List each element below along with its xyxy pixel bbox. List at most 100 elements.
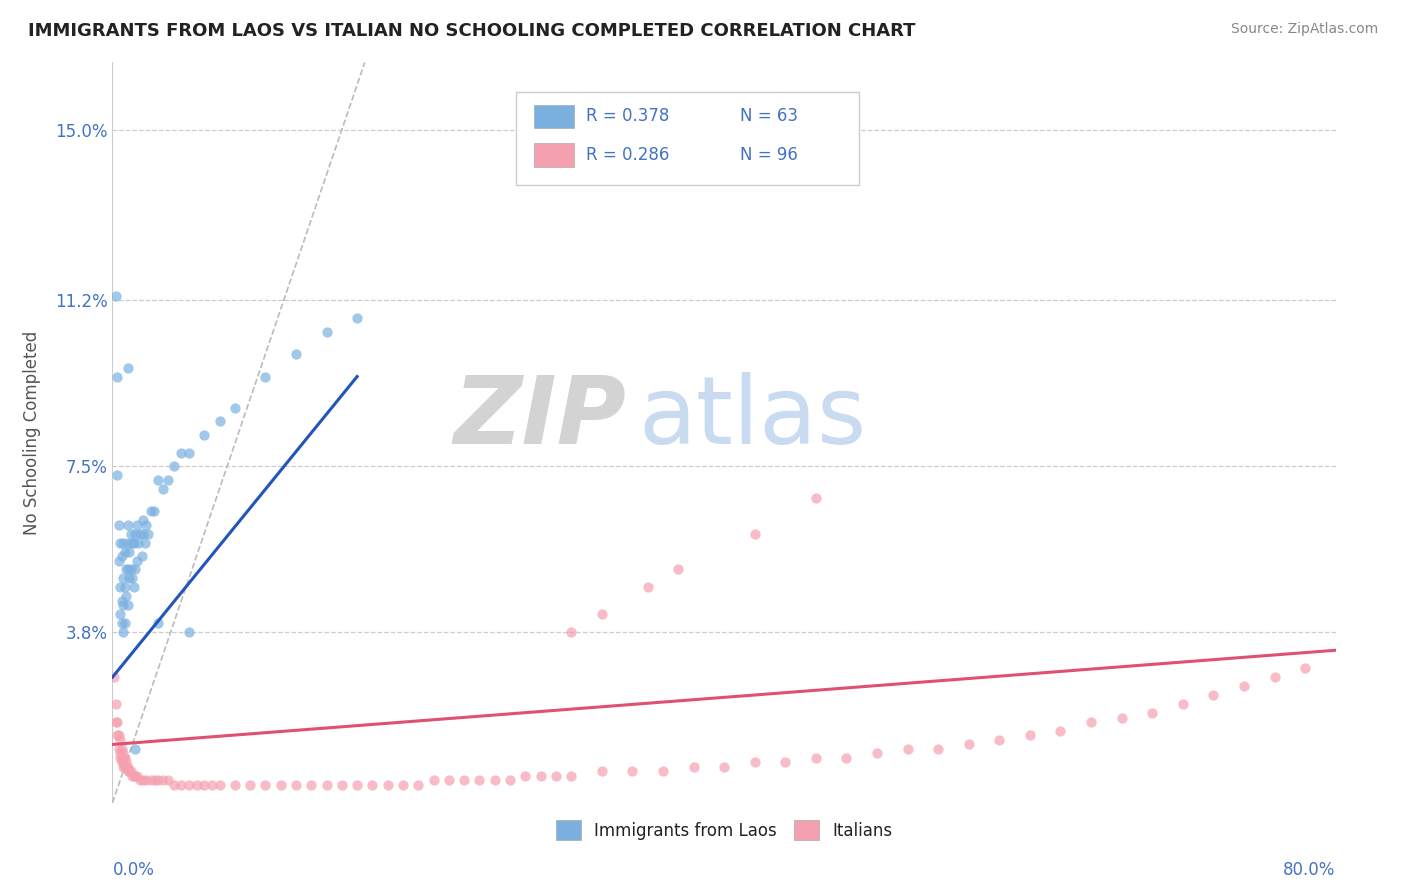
Point <box>114 616 136 631</box>
Point <box>117 535 139 549</box>
Point <box>118 544 141 558</box>
Point <box>134 535 156 549</box>
Point <box>224 401 246 415</box>
Point <box>163 459 186 474</box>
Point <box>120 764 142 779</box>
Point <box>132 773 155 788</box>
Point <box>111 616 134 631</box>
Point <box>270 778 292 792</box>
Point <box>122 769 145 783</box>
Y-axis label: No Schooling Completed: No Schooling Completed <box>22 331 41 534</box>
Point <box>177 446 200 460</box>
FancyBboxPatch shape <box>534 143 574 167</box>
Point <box>1142 706 1164 720</box>
Point <box>1018 729 1040 743</box>
Point <box>114 760 136 774</box>
Point <box>177 625 200 640</box>
Point <box>315 778 337 792</box>
Point <box>114 751 136 765</box>
Point <box>125 769 148 783</box>
Point <box>408 778 430 792</box>
Point <box>135 773 157 788</box>
Point <box>136 526 159 541</box>
Text: IMMIGRANTS FROM LAOS VS ITALIAN NO SCHOOLING COMPLETED CORRELATION CHART: IMMIGRANTS FROM LAOS VS ITALIAN NO SCHOO… <box>28 22 915 40</box>
Point <box>121 571 143 585</box>
Point <box>107 517 129 532</box>
Point <box>299 778 322 792</box>
Point <box>284 347 308 361</box>
FancyBboxPatch shape <box>534 104 574 128</box>
Point <box>515 769 537 783</box>
Point <box>346 778 368 792</box>
Point <box>897 742 920 756</box>
Point <box>108 607 131 622</box>
Point <box>121 769 143 783</box>
Point <box>392 778 415 792</box>
Point <box>422 773 444 788</box>
Point <box>170 778 193 792</box>
Point <box>107 553 129 567</box>
Point <box>111 742 134 756</box>
Point <box>652 764 675 779</box>
Point <box>193 778 215 792</box>
Point <box>988 733 1011 747</box>
Point <box>107 742 129 756</box>
Point <box>1202 688 1225 702</box>
Point <box>591 607 613 622</box>
Point <box>866 747 889 761</box>
Point <box>170 446 193 460</box>
Text: N = 63: N = 63 <box>740 108 799 126</box>
Point <box>254 369 277 384</box>
Point <box>117 760 139 774</box>
Point <box>139 773 162 788</box>
Point <box>112 571 135 585</box>
Point <box>1111 710 1133 724</box>
Point <box>132 513 155 527</box>
Point <box>115 760 138 774</box>
Point <box>112 760 135 774</box>
Point <box>120 526 142 541</box>
Point <box>152 482 174 496</box>
Point <box>112 599 135 613</box>
Point <box>544 769 567 783</box>
Point <box>468 773 491 788</box>
Point <box>201 778 224 792</box>
Text: atlas: atlas <box>638 372 866 464</box>
Text: R = 0.286: R = 0.286 <box>586 146 669 164</box>
Point <box>193 428 215 442</box>
Point <box>1171 697 1194 711</box>
Point <box>115 590 138 604</box>
Point <box>315 325 337 339</box>
Point <box>927 742 949 756</box>
Point <box>129 773 152 788</box>
Point <box>744 526 766 541</box>
Point <box>111 549 134 563</box>
Point <box>148 473 170 487</box>
Point <box>111 751 134 765</box>
Point <box>124 769 146 783</box>
Point <box>108 535 131 549</box>
Point <box>107 729 129 743</box>
Point <box>361 778 384 792</box>
Point <box>208 414 231 428</box>
Point <box>112 535 135 549</box>
Text: 80.0%: 80.0% <box>1284 861 1336 880</box>
Point <box>117 360 139 375</box>
Point <box>122 581 145 595</box>
Point <box>131 549 153 563</box>
Point <box>117 517 139 532</box>
Point <box>1080 714 1102 729</box>
Point <box>177 778 200 792</box>
Point <box>346 311 368 326</box>
Point <box>591 764 613 779</box>
Point <box>111 594 134 608</box>
Point <box>1264 670 1286 684</box>
Point <box>122 535 145 549</box>
Point <box>148 773 170 788</box>
Point <box>132 526 155 541</box>
Point <box>437 773 460 788</box>
Point <box>105 714 128 729</box>
Point <box>114 581 136 595</box>
Point <box>1233 679 1256 693</box>
Point <box>804 491 827 505</box>
